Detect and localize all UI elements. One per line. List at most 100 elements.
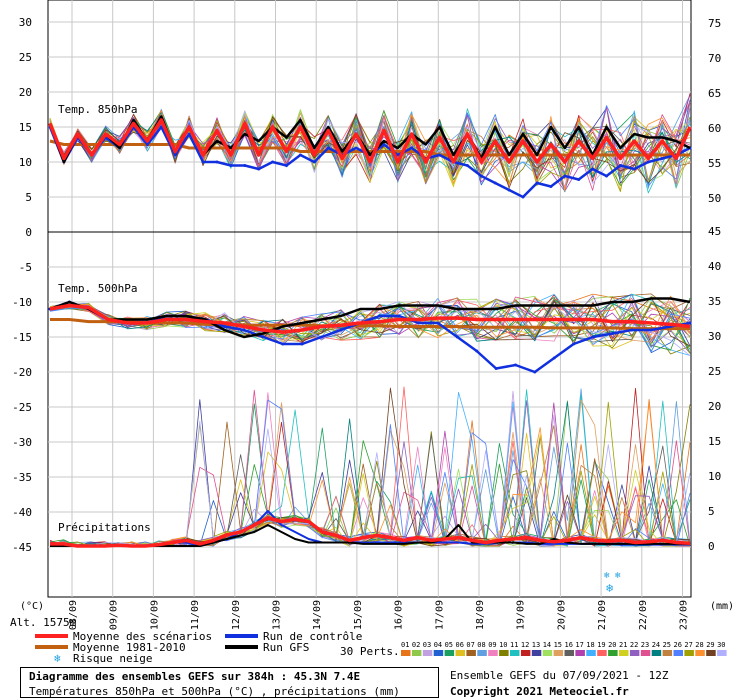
pert-color-swatch [466,650,476,656]
pert-code-label: 28 [695,641,703,649]
t500-control-line-point [610,332,614,335]
pert-code-label: 19 [597,641,605,649]
t500-control-line-point [339,328,343,332]
date-tick-label: 19/09 [516,600,527,630]
pert-code-label: 13 [532,641,540,649]
pert-code-label: 09 [488,641,496,649]
t500-control-line-point [378,314,382,318]
pert-code-label: 29 [706,641,714,649]
pert-code-label: 10 [499,641,507,649]
t850-control-line-point [479,174,483,178]
t850-control-line-point [201,160,205,164]
t500-control-line-point [242,328,246,332]
t500-right-tick: 10 [708,470,721,483]
pert-code-label: 08 [477,641,485,649]
t500-left-tick: -25 [12,401,32,414]
t500-left-tick: -15 [12,331,32,344]
t850-control-line-point [507,188,511,192]
left-axis-unit: (°C) [20,601,44,612]
t500-control-line-point [591,335,595,339]
date-tick-label: 12/09 [231,600,242,630]
t850-control-line-point [229,164,233,167]
pert-code-label: 18 [586,641,594,649]
precip-panel-title: Précipitations [58,521,151,534]
pert-color-swatch [531,650,542,656]
t850-right-tick: 65 [708,87,721,100]
t500-left-tick: -45 [12,541,32,554]
t500-control-line-point [397,314,401,318]
t500-gfs-line [49,297,691,339]
pert-color-swatch [684,650,694,656]
t850-control-line-point [632,167,636,171]
t500-control-line-point [455,335,459,339]
pert-color-swatch [542,650,553,656]
t850-left-tick: 0 [25,226,32,239]
pert-color-swatch [619,650,629,656]
t850-control-line-point [187,132,191,136]
pert-color-swatch [422,650,433,656]
pert-color-swatch [510,650,520,656]
date-tick-label: 09/09 [109,600,120,630]
legend-climatology-label: Moyenne 1981-2010 [73,641,186,654]
ensemble-chart: 08/09 09/09 10/09 11/09 12/09 13/09 14/09 15/09… [10,0,734,665]
t850-control-line-point [549,185,553,188]
date-tick-label: 10/09 [149,600,160,630]
pert-color-swatch [433,650,444,656]
t500-mean-line [49,303,691,334]
pert-code-label: 11 [510,641,518,649]
pert-code-label: 06 [456,641,464,649]
pert-code-label: 04 [434,641,442,649]
pert-color-swatch [673,650,683,656]
pert-color-swatch [706,650,716,656]
t500-left-tick: -20 [12,366,32,379]
footer-title: Diagramme des ensembles GEFS sur 384h : … [29,670,361,683]
t500-control-line-point [552,356,556,360]
t500-control-line-point [320,335,323,339]
t500-right-tick: 15 [708,435,721,448]
main-series [48,115,692,548]
t500-control-line-point [572,342,576,346]
t500-left-tick: -40 [12,506,32,519]
t850-left-tick: 10 [19,156,32,169]
t850-control-line-point [382,143,386,146]
pert-color-swatch [717,650,727,656]
date-tick-label: 16/09 [394,600,405,630]
t850-panel-title: Temp. 850hPa [58,103,137,116]
pert-code-label: 17 [575,641,583,649]
precip-mean-line [50,516,691,548]
pert-code-label: 12 [521,641,529,649]
t850-control-line-point [215,160,219,164]
t850-right-tick: 70 [708,52,721,65]
pert-color-swatch [629,650,640,656]
t850-climatology-line [49,139,690,157]
t850-left-tick: 30 [19,16,32,29]
t850-right-tick: 75 [708,17,721,30]
pert-color-swatch [586,650,596,656]
date-tick-label: 15/09 [353,600,364,630]
t850-control-line-point [243,164,247,167]
date-tick-label: 20/09 [556,600,567,630]
t500-control-line-point [261,335,265,339]
date-tick-label: 08/09 [68,600,79,630]
t500-control-line-point [436,321,440,325]
svg-text:❄: ❄ [606,581,613,595]
t500-control-line-point [417,321,420,325]
t500-panel-title: Temp. 500hPa [58,282,137,295]
t850-control-line-point [354,146,358,150]
t850-left-tick: 15 [19,121,32,134]
t850-control-line-point [563,174,567,178]
footer-run: Ensemble GEFS du 07/09/2021 - 12Z [450,669,669,682]
t850-control-line-point [285,164,288,167]
t850-control-line-point [465,164,469,167]
legend-control-label: Run de contrôle [263,630,362,643]
t850-control-line-point [577,178,581,181]
t500-control-line-point [281,342,285,346]
pert-color-swatch [444,650,455,656]
t500-control-line-point [649,328,653,332]
t500-left-tick: -10 [12,296,32,309]
pert-code-label: 23 [641,641,649,649]
t850-control-line-point [173,153,177,157]
date-tick-label: 14/09 [312,600,323,630]
t850-mean-line [48,118,692,164]
pert-code-label: 02 [412,641,420,649]
